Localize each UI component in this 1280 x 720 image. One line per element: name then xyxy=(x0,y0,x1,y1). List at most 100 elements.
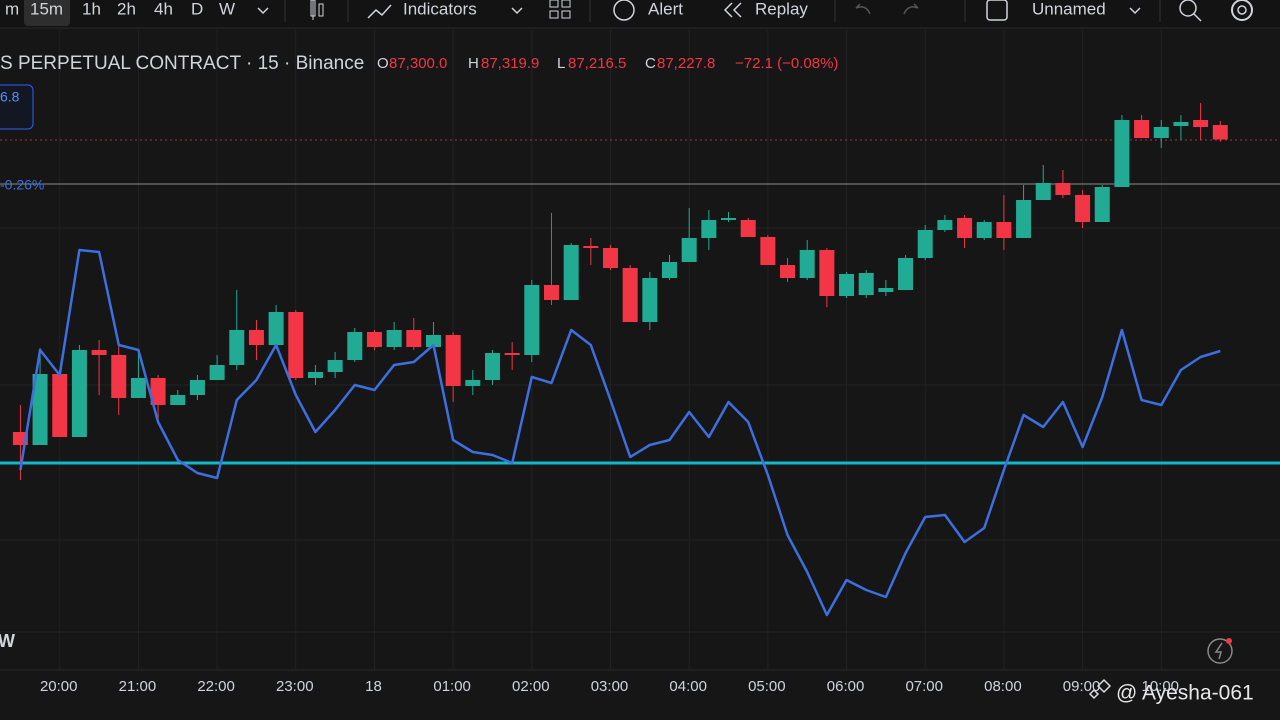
candle-body xyxy=(701,220,717,238)
candle-body xyxy=(799,250,815,278)
low-value: 87,216.5 xyxy=(568,55,626,72)
quick-action[interactable] xyxy=(1207,638,1233,664)
candle-body xyxy=(1055,183,1071,195)
undo[interactable] xyxy=(855,3,871,15)
x-tick-label: 04:00 xyxy=(669,678,707,695)
candle-body xyxy=(524,285,540,355)
interval-button[interactable]: 15m xyxy=(30,0,63,18)
chevron[interactable] xyxy=(1129,7,1141,15)
pane-label: W xyxy=(0,631,15,651)
x-tick-label: 01:00 xyxy=(433,678,471,695)
candle-body xyxy=(937,220,953,230)
redo[interactable] xyxy=(903,3,919,15)
replay-button[interactable]: Replay xyxy=(755,0,808,18)
candle-body xyxy=(898,258,914,290)
side-label: 6.8 xyxy=(0,89,20,105)
candle-body xyxy=(740,220,756,237)
candle-body xyxy=(681,238,697,262)
candle-body xyxy=(583,246,599,248)
indicators-icon[interactable] xyxy=(367,4,392,19)
x-tick-label: 23:00 xyxy=(276,678,314,695)
candle-body xyxy=(1035,183,1051,200)
layout-icon[interactable] xyxy=(549,0,559,8)
candle-body xyxy=(839,274,855,296)
candle-body xyxy=(130,378,146,398)
search-icon[interactable] xyxy=(1179,0,1197,17)
indicator-line xyxy=(19,248,1221,617)
candle-body xyxy=(111,355,127,398)
chevron[interactable] xyxy=(257,7,269,15)
chart-type-icon-2 xyxy=(318,3,324,17)
candle-body xyxy=(819,250,835,296)
candle-body xyxy=(1114,120,1130,187)
x-tick-label: 20:00 xyxy=(40,678,78,695)
candle-body xyxy=(268,312,284,345)
candle-body xyxy=(347,332,363,360)
interval-group: 15m 1h 2h 4h D W xyxy=(30,0,235,18)
candle-body xyxy=(1134,120,1150,138)
side-label-box[interactable] xyxy=(0,84,34,130)
low-key: L xyxy=(557,55,565,72)
h-grid xyxy=(0,227,1280,633)
candle-body xyxy=(307,372,323,378)
active-interval[interactable] xyxy=(24,0,70,26)
candle-body xyxy=(189,380,205,395)
symbol: S PERPETUAL CONTRACT · 15 · Binance xyxy=(0,53,364,74)
layout-checkbox[interactable] xyxy=(986,0,1008,21)
alert-icon[interactable] xyxy=(613,0,635,21)
layout-icon xyxy=(561,10,571,19)
candle-body xyxy=(465,380,481,386)
candle-body xyxy=(1153,127,1169,138)
candle-body xyxy=(52,374,68,437)
candle-body xyxy=(858,273,874,295)
candle-body xyxy=(662,262,678,278)
x-tick-label: 03:00 xyxy=(591,678,629,695)
open-key: O xyxy=(377,55,389,72)
candle-body xyxy=(1173,122,1189,126)
x-tick-label: 08:00 xyxy=(984,678,1022,695)
x-tick-label: 21:00 xyxy=(119,678,157,695)
interval-button[interactable]: D xyxy=(191,0,203,18)
candle-body xyxy=(996,222,1012,238)
interval-partial: m xyxy=(5,0,19,18)
candle-body xyxy=(1193,120,1209,127)
plot xyxy=(0,30,1280,670)
candle-body xyxy=(957,218,973,238)
settings-icon[interactable] xyxy=(1231,0,1253,21)
interval-button[interactable]: W xyxy=(219,0,235,18)
interval-button[interactable]: 2h xyxy=(117,0,136,18)
candle-body xyxy=(445,335,461,386)
layout-icon xyxy=(561,0,571,8)
replay-icon[interactable] xyxy=(723,2,742,18)
candle-body xyxy=(32,374,48,445)
candle-body xyxy=(484,353,500,380)
alert-button[interactable]: Alert xyxy=(648,0,683,18)
ohlc-legend: O 87,300.0 H 87,319.9 L 87,216.5 C 87,22… xyxy=(377,55,838,72)
x-tick-label: 02:00 xyxy=(512,678,550,695)
candle-body xyxy=(366,332,382,347)
interval-button[interactable]: 4h xyxy=(154,0,173,18)
candle-body xyxy=(721,218,737,220)
candle-body xyxy=(642,278,658,322)
close-value: 87,227.8 xyxy=(657,55,715,72)
candle-body xyxy=(603,248,618,268)
candle-body xyxy=(229,330,245,365)
candle-body xyxy=(1016,200,1032,238)
layout-name[interactable]: Unnamed xyxy=(1032,0,1106,18)
indicators-button[interactable]: Indicators xyxy=(403,0,477,18)
quick-action-bolt xyxy=(1214,642,1223,660)
high-key: H xyxy=(468,55,479,72)
candle-body xyxy=(543,285,559,300)
x-tick-label: 05:00 xyxy=(748,678,786,695)
notification-dot xyxy=(1226,638,1232,644)
x-tick-label: 22:00 xyxy=(197,678,235,695)
candle-body xyxy=(248,330,264,345)
candle-body xyxy=(209,365,225,380)
interval-button[interactable]: 1h xyxy=(82,0,101,18)
x-tick-label: 07:00 xyxy=(905,678,943,695)
chevron[interactable] xyxy=(511,7,523,15)
candle-body xyxy=(504,353,520,355)
candle-body xyxy=(976,222,992,238)
search-handle xyxy=(1193,13,1202,22)
